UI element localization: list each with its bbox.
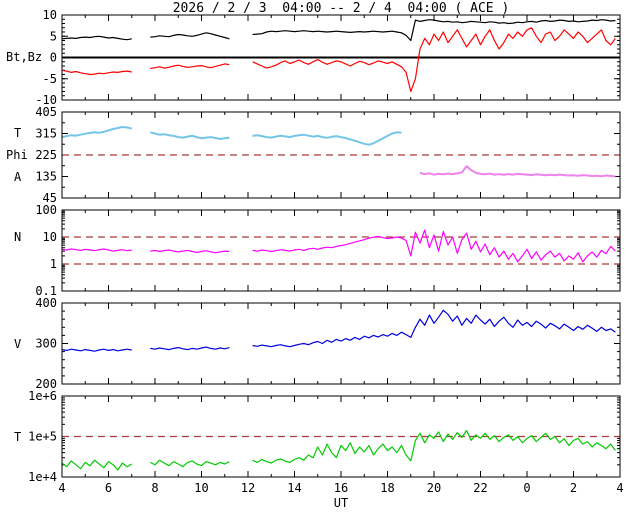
y-tick-label: 10 — [43, 230, 57, 244]
y-tick-label: 135 — [35, 170, 57, 184]
y-tick-label: -10 — [35, 93, 57, 107]
panel-frame — [61, 111, 621, 199]
x-tick-label: 6 — [105, 481, 112, 495]
y-tick-label: 200 — [35, 377, 57, 391]
y-tick-label: 1 — [50, 257, 57, 271]
y-tick-label: 300 — [35, 337, 57, 351]
ylabel-t-angle: T — [14, 126, 22, 140]
y-tick-label: 400 — [35, 296, 57, 310]
y-tick-label: -5 — [43, 72, 57, 86]
plot-title: 2026 / 2 / 3 04:00 -- 2 / 4 04:00 ( ACE … — [172, 1, 510, 16]
y-tick-label: 5 — [50, 29, 57, 43]
x-tick-label: 16 — [334, 481, 348, 495]
ylabel-a: A — [14, 170, 22, 184]
panel-frame — [61, 209, 621, 292]
ylabel-phi: Phi — [6, 148, 28, 162]
panel-temperature: 1e+6 1e+5 1e+4 — [28, 389, 621, 484]
x-tick-label: 22 — [473, 481, 487, 495]
x-tick-label: 10 — [194, 481, 208, 495]
series-A — [419, 165, 616, 178]
x-tick-label: 4 — [58, 481, 65, 495]
y-tick-label: 1e+6 — [28, 389, 57, 403]
y-tick-label: 100 — [35, 203, 57, 217]
y-tick-label: 225 — [35, 148, 57, 162]
y-tick-label: 0.1 — [35, 284, 57, 298]
series-V — [61, 309, 616, 352]
x-tick-label: 20 — [427, 481, 441, 495]
ylabel-bt-bz: Bt,Bz — [6, 50, 43, 64]
x-tick-label: 18 — [380, 481, 394, 495]
x-tick-label: 4 — [616, 481, 623, 495]
y-tick-label: 1e+5 — [28, 430, 57, 444]
panel-frame — [61, 395, 621, 478]
series-N — [61, 229, 616, 263]
panel-speed: 400 300 200 — [35, 296, 621, 391]
x-tick-label: 12 — [241, 481, 255, 495]
ylabel-n: N — [14, 230, 22, 244]
x-tick-label: 8 — [151, 481, 158, 495]
y-tick-label: 10 — [43, 8, 57, 22]
panel-density: 100 10 1 0.1 — [35, 203, 621, 298]
y-tick-label: 315 — [35, 127, 57, 141]
panel-bt_bz: 10 5 0 -5 -10 — [35, 8, 621, 107]
series-Bz — [61, 27, 616, 93]
x-tick-label: 0 — [523, 481, 530, 495]
x-tick-label: 14 — [287, 481, 301, 495]
panel-phi_angle: 405 315 225 135 45 — [35, 105, 621, 205]
x-tick-label: 2 — [570, 481, 577, 495]
y-tick-label: 1e+4 — [28, 470, 57, 484]
ylabel-temp: T — [14, 430, 22, 444]
panel-frame — [61, 302, 621, 385]
y-tick-label: 0 — [50, 51, 57, 65]
y-tick-label: 405 — [35, 105, 57, 119]
ylabel-v: V — [14, 337, 22, 351]
xlabel-ut: UT — [333, 496, 349, 510]
series-T — [61, 430, 616, 471]
series-Phi — [61, 126, 402, 146]
panel-frame — [61, 14, 621, 101]
series-Bt — [61, 19, 616, 42]
y-tick-label: 45 — [43, 191, 57, 205]
